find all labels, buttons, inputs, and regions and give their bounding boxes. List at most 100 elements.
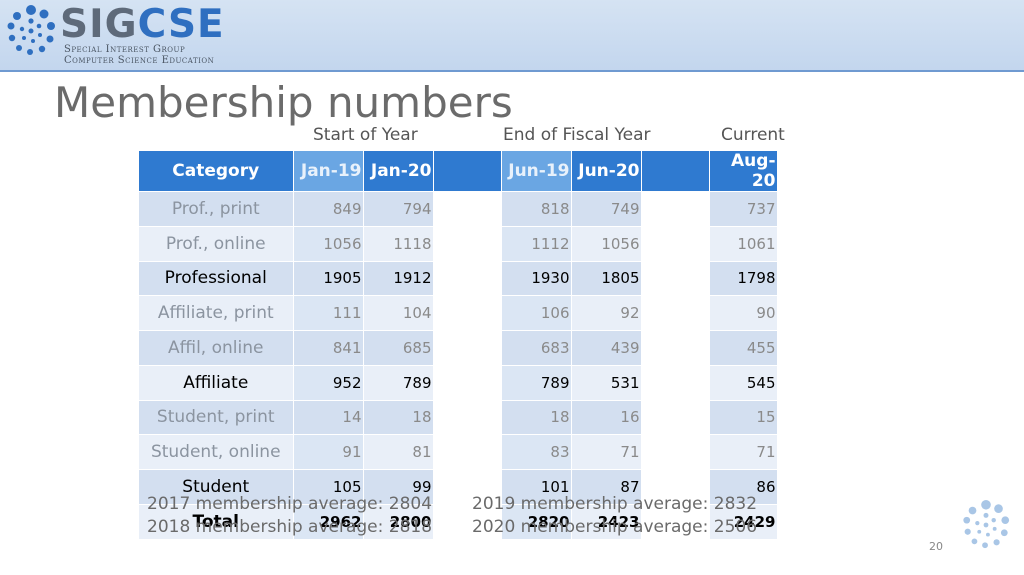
cell-gap-1	[433, 261, 502, 297]
cell-gap-1	[433, 226, 502, 262]
wordmark-cse: CSE	[137, 2, 225, 47]
average-2020: 2020 membership average: 2506	[472, 517, 758, 537]
cell-jun20: 87	[571, 469, 642, 505]
cell-gap-1	[433, 365, 502, 401]
cell-gap-2	[641, 365, 710, 401]
cell-jan20: 81	[363, 434, 434, 470]
cell-gap-2	[641, 191, 710, 227]
cell-jan19: 91	[293, 434, 364, 470]
header-banner: SIGCSE Special Interest Group Computer S…	[0, 0, 1024, 72]
cell-aug20: 1061	[709, 226, 778, 262]
cell-jan19: 1056	[293, 226, 364, 262]
cell-jun20: 2423	[571, 504, 642, 540]
cell-category: Student, online	[139, 434, 294, 470]
table-row: Professional 1905 1912 1930 1805 1798	[139, 261, 778, 297]
table-row: Student 105 99 101 87 86	[139, 469, 778, 505]
cell-jan20: 1118	[363, 226, 434, 262]
cell-jan19: 2962	[293, 504, 364, 540]
table-row: Student, print 14 18 18 16 15	[139, 400, 778, 436]
cell-aug20: 1798	[709, 261, 778, 297]
cell-category: Total	[139, 504, 294, 540]
table-header-row: Category Jan-19 Jan-20 Jun-19 Jun-20 Aug…	[139, 151, 778, 192]
table-row: Prof., print 849 794 818 749 737	[139, 191, 778, 227]
cell-jan20: 99	[363, 469, 434, 505]
cell-jun19: 1930	[501, 261, 572, 297]
cell-jan19: 952	[293, 365, 364, 401]
cell-jan20: 794	[363, 191, 434, 227]
sigcse-corner-logo-icon	[963, 499, 1010, 549]
header-aug20: Aug-20	[709, 151, 778, 192]
cell-jan19: 14	[293, 400, 364, 436]
cell-gap-2	[641, 469, 710, 505]
cell-jun19: 1112	[501, 226, 572, 262]
cell-category: Student, print	[139, 400, 294, 436]
table-row: Affiliate, print 111 104 106 92 90	[139, 295, 778, 331]
cell-aug20: 737	[709, 191, 778, 227]
average-2019: 2019 membership average: 2832	[472, 494, 758, 514]
sigcse-wordmark: SIGCSE	[60, 2, 225, 47]
cell-gap-2	[641, 226, 710, 262]
wordmark-sig: SIG	[60, 2, 138, 47]
cell-jun20: 749	[571, 191, 642, 227]
cell-jan19: 841	[293, 330, 364, 366]
cell-jun20: 531	[571, 365, 642, 401]
cell-aug20: 90	[709, 295, 778, 331]
cell-jan20: 1912	[363, 261, 434, 297]
group-label-current: Current	[721, 125, 785, 145]
header-jun20: Jun-20	[571, 151, 642, 192]
cell-jan19: 849	[293, 191, 364, 227]
cell-jan20: 2800	[363, 504, 434, 540]
sigcse-subtitle: Special Interest Group Computer Science …	[64, 44, 214, 66]
header-category: Category	[139, 151, 294, 192]
cell-aug20: 545	[709, 365, 778, 401]
cell-jan19: 1905	[293, 261, 364, 297]
cell-aug20: 15	[709, 400, 778, 436]
average-2017: 2017 membership average: 2804	[147, 494, 433, 514]
group-label-fiscal: End of Fiscal Year	[503, 125, 651, 145]
table-row: Student, online 91 81 83 71 71	[139, 434, 778, 470]
cell-gap-2	[641, 295, 710, 331]
cell-gap-1	[433, 434, 502, 470]
cell-jun20: 92	[571, 295, 642, 331]
cell-category: Affil, online	[139, 330, 294, 366]
cell-jun19: 106	[501, 295, 572, 331]
cell-gap-2	[641, 434, 710, 470]
table-row: Prof., online 1056 1118 1112 1056 1061	[139, 226, 778, 262]
cell-aug20: 86	[709, 469, 778, 505]
table-row: Affil, online 841 685 683 439 455	[139, 330, 778, 366]
cell-category: Professional	[139, 261, 294, 297]
header-jun19: Jun-19	[501, 151, 572, 192]
membership-table: Category Jan-19 Jan-20 Jun-19 Jun-20 Aug…	[139, 151, 778, 540]
average-2018: 2018 membership average: 2818	[147, 517, 433, 537]
cell-jun19: 683	[501, 330, 572, 366]
cell-jun20: 16	[571, 400, 642, 436]
cell-jun19: 83	[501, 434, 572, 470]
cell-gap-2	[641, 261, 710, 297]
cell-jan20: 789	[363, 365, 434, 401]
cell-jun20: 1056	[571, 226, 642, 262]
cell-jan20: 104	[363, 295, 434, 331]
cell-aug20: 455	[709, 330, 778, 366]
cell-gap-1	[433, 400, 502, 436]
cell-gap-1	[433, 469, 502, 505]
header-jan19: Jan-19	[293, 151, 364, 192]
cell-aug20: 71	[709, 434, 778, 470]
sigcse-subtitle-line2: Computer Science Education	[64, 55, 215, 66]
cell-category: Student	[139, 469, 294, 505]
cell-category: Affiliate	[139, 365, 294, 401]
cell-jun20: 71	[571, 434, 642, 470]
table-row: Affiliate 952 789 789 531 545	[139, 365, 778, 401]
cell-gap-1	[433, 191, 502, 227]
sigcse-spiral-logo-icon	[7, 5, 55, 55]
cell-jun19: 818	[501, 191, 572, 227]
cell-gap-2	[641, 330, 710, 366]
cell-jun19: 789	[501, 365, 572, 401]
cell-jun19: 18	[501, 400, 572, 436]
cell-category: Prof., online	[139, 226, 294, 262]
cell-jun19: 101	[501, 469, 572, 505]
cell-jun20: 439	[571, 330, 642, 366]
cell-gap-1	[433, 504, 502, 540]
group-label-start: Start of Year	[313, 125, 418, 145]
cell-jan19: 111	[293, 295, 364, 331]
cell-jan19: 105	[293, 469, 364, 505]
